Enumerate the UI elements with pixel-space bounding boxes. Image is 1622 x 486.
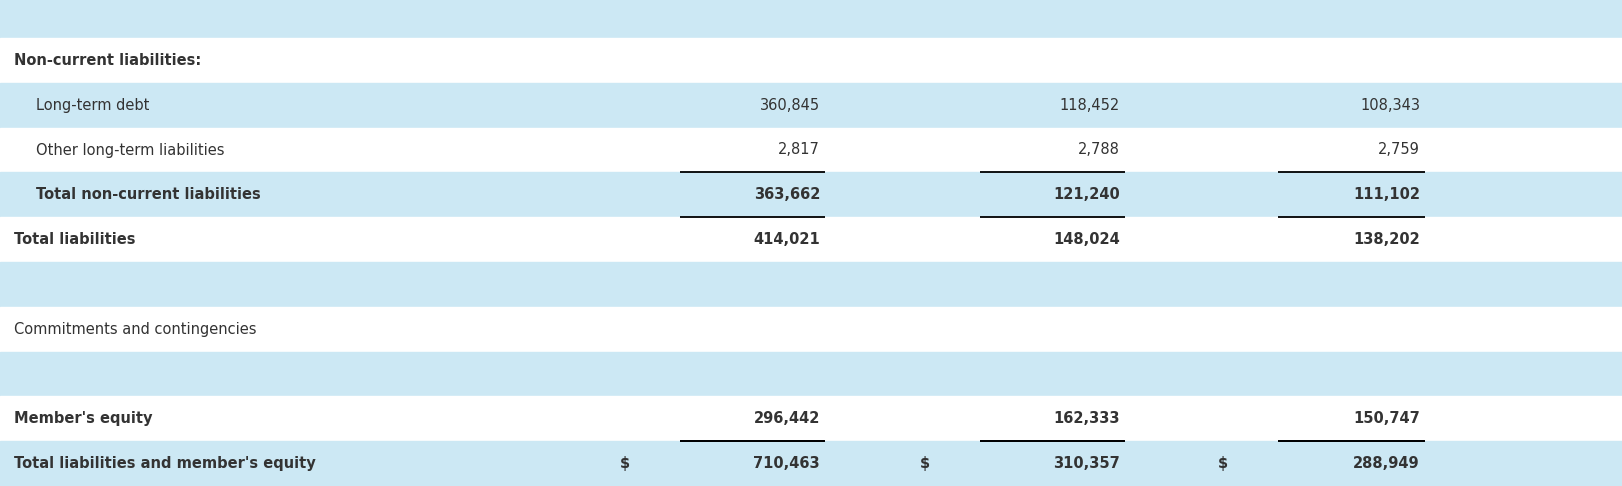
Text: 414,021: 414,021 xyxy=(753,232,821,247)
Text: 118,452: 118,452 xyxy=(1059,98,1121,113)
Text: 148,024: 148,024 xyxy=(1053,232,1121,247)
Text: 2,759: 2,759 xyxy=(1379,142,1419,157)
Bar xyxy=(0,0,1622,38)
Text: $: $ xyxy=(620,456,629,471)
Bar xyxy=(0,217,1622,262)
Text: Non-current liabilities:: Non-current liabilities: xyxy=(15,53,201,68)
Text: Member's equity: Member's equity xyxy=(15,411,152,426)
Text: Total non-current liabilities: Total non-current liabilities xyxy=(36,187,261,202)
Text: Total liabilities: Total liabilities xyxy=(15,232,136,247)
Text: $: $ xyxy=(1218,456,1228,471)
Text: 111,102: 111,102 xyxy=(1353,187,1419,202)
Text: 363,662: 363,662 xyxy=(754,187,821,202)
Text: 288,949: 288,949 xyxy=(1353,456,1419,471)
Text: Total liabilities and member's equity: Total liabilities and member's equity xyxy=(15,456,316,471)
Text: 296,442: 296,442 xyxy=(754,411,821,426)
Bar xyxy=(0,38,1622,83)
Text: 310,357: 310,357 xyxy=(1053,456,1121,471)
Text: 162,333: 162,333 xyxy=(1054,411,1121,426)
Text: 150,747: 150,747 xyxy=(1353,411,1419,426)
Bar xyxy=(0,128,1622,173)
Bar xyxy=(0,83,1622,128)
Bar xyxy=(0,262,1622,307)
Bar xyxy=(0,173,1622,217)
Bar xyxy=(0,397,1622,441)
Bar xyxy=(0,441,1622,486)
Text: 138,202: 138,202 xyxy=(1353,232,1419,247)
Text: 710,463: 710,463 xyxy=(753,456,821,471)
Bar xyxy=(0,307,1622,351)
Text: Long-term debt: Long-term debt xyxy=(36,98,149,113)
Text: Other long-term liabilities: Other long-term liabilities xyxy=(36,142,224,157)
Bar xyxy=(0,351,1622,397)
Text: 2,788: 2,788 xyxy=(1079,142,1121,157)
Text: 121,240: 121,240 xyxy=(1053,187,1121,202)
Text: 2,817: 2,817 xyxy=(779,142,821,157)
Text: 108,343: 108,343 xyxy=(1359,98,1419,113)
Text: Commitments and contingencies: Commitments and contingencies xyxy=(15,322,256,337)
Text: $: $ xyxy=(920,456,929,471)
Text: 360,845: 360,845 xyxy=(759,98,821,113)
